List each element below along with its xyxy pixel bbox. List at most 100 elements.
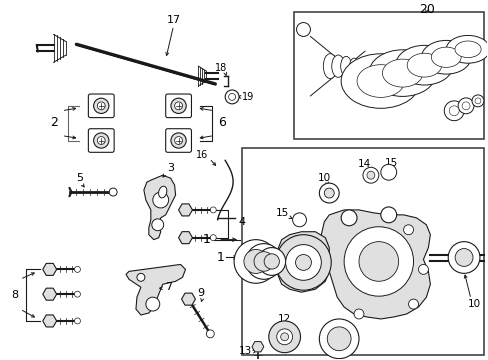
Text: 14: 14 [357,159,370,169]
Polygon shape [178,204,192,216]
Text: 1: 1 [202,233,210,246]
Circle shape [380,164,396,180]
Polygon shape [251,342,264,352]
FancyBboxPatch shape [88,94,114,118]
Ellipse shape [158,186,166,198]
Polygon shape [42,315,57,327]
Circle shape [324,188,333,198]
Ellipse shape [340,57,351,76]
Circle shape [296,23,310,36]
Circle shape [253,252,273,271]
Ellipse shape [382,59,422,87]
Circle shape [344,227,413,296]
Ellipse shape [407,53,441,77]
Ellipse shape [358,60,365,72]
Circle shape [210,207,216,213]
Text: 15: 15 [276,208,289,218]
Ellipse shape [341,54,420,108]
Polygon shape [42,264,57,275]
Circle shape [171,98,186,113]
Circle shape [326,327,350,351]
Circle shape [319,319,358,359]
Circle shape [210,235,216,240]
Ellipse shape [349,58,358,74]
Circle shape [206,330,214,338]
Text: 6: 6 [218,116,225,129]
Text: 13: 13 [238,346,251,356]
Circle shape [109,188,117,196]
Polygon shape [277,232,328,292]
Ellipse shape [331,55,344,77]
Polygon shape [42,288,57,300]
Circle shape [93,133,109,148]
Circle shape [174,136,182,144]
Text: 11: 11 [337,344,350,354]
Text: 10: 10 [467,299,480,309]
Text: 4: 4 [238,217,244,227]
Circle shape [295,255,311,270]
Circle shape [380,207,396,223]
Ellipse shape [366,62,372,71]
Circle shape [403,225,413,235]
Circle shape [137,273,144,281]
Circle shape [319,183,339,203]
Circle shape [408,299,418,309]
Circle shape [276,329,292,345]
Text: 18: 18 [215,63,227,73]
Text: 9: 9 [197,288,203,298]
Ellipse shape [356,65,404,98]
Polygon shape [178,231,192,244]
Text: 8: 8 [11,290,18,300]
Circle shape [366,171,374,179]
Circle shape [292,213,306,227]
Circle shape [97,136,105,144]
Text: 17: 17 [166,14,180,24]
Ellipse shape [430,47,460,67]
Circle shape [454,248,472,266]
Polygon shape [143,175,175,240]
Text: 3: 3 [167,163,174,173]
Text: 20: 20 [418,3,434,16]
Bar [293,12,483,139]
Circle shape [152,192,168,208]
FancyBboxPatch shape [165,129,191,152]
Circle shape [457,98,473,114]
Text: 19: 19 [242,92,254,102]
Circle shape [228,94,235,100]
Circle shape [224,90,239,104]
Circle shape [358,242,398,281]
Circle shape [471,95,483,107]
Circle shape [244,249,267,274]
Circle shape [264,254,279,269]
Ellipse shape [368,50,435,96]
Circle shape [418,265,427,274]
Circle shape [443,101,463,121]
Circle shape [257,248,285,275]
Text: 5: 5 [76,173,83,183]
Circle shape [461,102,469,110]
Polygon shape [126,265,185,315]
FancyBboxPatch shape [88,129,114,152]
Circle shape [353,309,363,319]
Circle shape [74,266,80,273]
Circle shape [275,235,330,290]
Circle shape [97,102,105,110]
Bar [242,148,483,355]
Circle shape [145,297,160,311]
Circle shape [341,210,356,226]
Circle shape [171,133,186,148]
Ellipse shape [395,45,452,85]
Text: 10: 10 [317,173,330,183]
Ellipse shape [446,35,488,63]
Circle shape [280,333,288,341]
Circle shape [245,244,281,279]
Text: 15: 15 [385,158,398,168]
Circle shape [93,98,109,113]
Circle shape [234,240,277,283]
Circle shape [174,102,182,110]
Text: 7: 7 [165,282,172,292]
Text: 2: 2 [50,116,58,129]
Text: 1: 1 [216,251,224,264]
Circle shape [268,321,300,353]
Ellipse shape [421,40,470,74]
